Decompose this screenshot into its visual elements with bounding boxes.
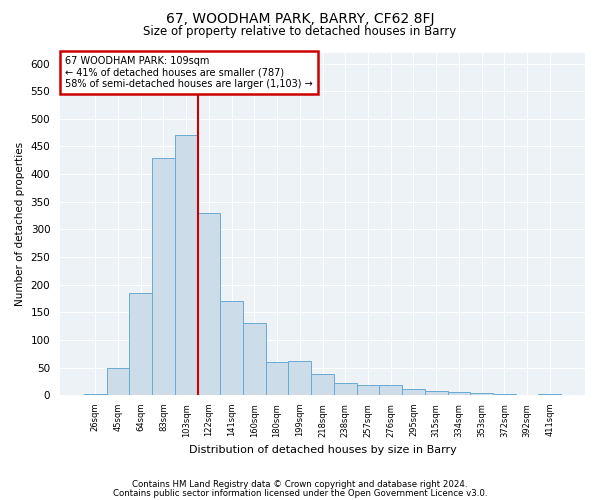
- Bar: [493, 394, 515, 395]
- Bar: [130, 293, 152, 395]
- Bar: [311, 374, 334, 395]
- Text: Contains public sector information licensed under the Open Government Licence v3: Contains public sector information licen…: [113, 489, 487, 498]
- Text: 67 WOODHAM PARK: 109sqm
← 41% of detached houses are smaller (787)
58% of semi-d: 67 WOODHAM PARK: 109sqm ← 41% of detache…: [65, 56, 313, 89]
- Bar: [220, 301, 243, 395]
- Bar: [515, 394, 538, 395]
- Bar: [84, 394, 107, 395]
- Bar: [402, 388, 425, 395]
- Bar: [470, 394, 493, 395]
- Bar: [289, 361, 311, 395]
- Bar: [379, 385, 402, 395]
- Y-axis label: Number of detached properties: Number of detached properties: [15, 142, 25, 306]
- Bar: [425, 390, 448, 395]
- Text: Contains HM Land Registry data © Crown copyright and database right 2024.: Contains HM Land Registry data © Crown c…: [132, 480, 468, 489]
- Bar: [448, 392, 470, 395]
- Text: 67, WOODHAM PARK, BARRY, CF62 8FJ: 67, WOODHAM PARK, BARRY, CF62 8FJ: [166, 12, 434, 26]
- Bar: [266, 362, 289, 395]
- Bar: [197, 213, 220, 395]
- Bar: [334, 383, 356, 395]
- Bar: [152, 158, 175, 395]
- Text: Size of property relative to detached houses in Barry: Size of property relative to detached ho…: [143, 25, 457, 38]
- Bar: [538, 394, 561, 395]
- Bar: [356, 385, 379, 395]
- Bar: [107, 368, 130, 395]
- Bar: [243, 324, 266, 395]
- X-axis label: Distribution of detached houses by size in Barry: Distribution of detached houses by size …: [188, 445, 457, 455]
- Bar: [175, 136, 197, 395]
